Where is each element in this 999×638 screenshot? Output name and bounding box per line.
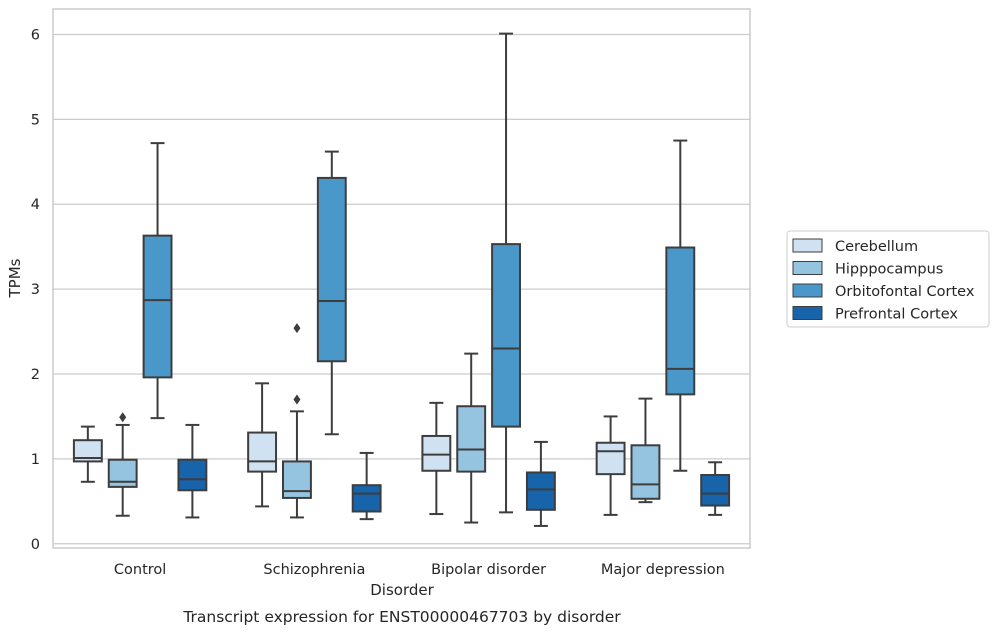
figure-caption: Transcript expression for ENST0000046770… [182,608,621,626]
legend-label: Orbitofontal Cortex [835,284,975,300]
legend-label: Hipppocampus [835,262,943,278]
y-tick-label: 6 [31,27,40,43]
box-body [491,243,521,428]
box-body [595,441,626,476]
legend-frame [786,230,990,328]
legend-swatch [792,238,823,253]
y-tick-label: 2 [31,367,40,383]
box-1-2 [316,150,347,436]
box-2-1 [456,352,487,524]
box-3-2 [665,139,696,472]
plot-frame [52,8,751,549]
box-2-3 [525,440,556,527]
outlier-point [293,394,301,405]
legend: Cerebellum Hipppocampus Orbitofontal Corte… [786,230,990,328]
box-3-0 [595,415,626,516]
box-body [665,246,696,396]
y-axis-label: TPMs [6,258,24,298]
box-0-2 [142,142,173,420]
x-tick-label: Bipolar disorder [431,562,546,578]
box-1-3 [351,451,382,521]
legend-label: Prefrontal Cortex [835,307,958,323]
axes: 0 1 2 3 4 5 6 Control Schizophrenia Bipolar disor… [31,8,751,578]
y-tick-label: 4 [31,197,40,213]
box-body [421,434,452,472]
legend-swatch [792,261,823,275]
box-0-0 [72,425,103,483]
outlier-point [293,323,301,334]
box-3-1 [630,397,661,504]
y-tick-label: 1 [31,452,40,468]
box-body [107,458,138,488]
box-2-0 [421,401,452,516]
box-body [247,431,278,473]
x-tick-label: Schizophrenia [263,562,365,578]
box-1-0 [247,382,278,508]
legend-label: Cerebellum [835,239,918,255]
outlier-point [119,412,127,423]
box-body [700,474,731,507]
box-0-1 [107,412,138,517]
box-0-3 [177,423,208,519]
legend-swatch [792,306,823,320]
box-body [456,405,487,473]
box-body [142,234,173,379]
legend-swatch [792,283,823,298]
x-axis-label: Disorder [370,581,434,599]
y-tick-label: 5 [31,112,40,128]
box-2-2 [491,32,521,514]
box-body [351,484,382,513]
y-tick-label: 3 [31,282,40,298]
box-body [282,460,312,499]
box-body [630,444,661,500]
x-tick-label: Major depression [601,562,725,578]
box-body [525,471,556,511]
box-body [72,439,103,463]
plot-area [72,32,731,527]
box-3-3 [700,461,731,516]
box-1-1 [282,323,312,519]
box-body [177,458,208,492]
y-tick-label: 0 [31,537,40,553]
box-body [316,176,347,363]
x-tick-label: Control [114,562,166,578]
